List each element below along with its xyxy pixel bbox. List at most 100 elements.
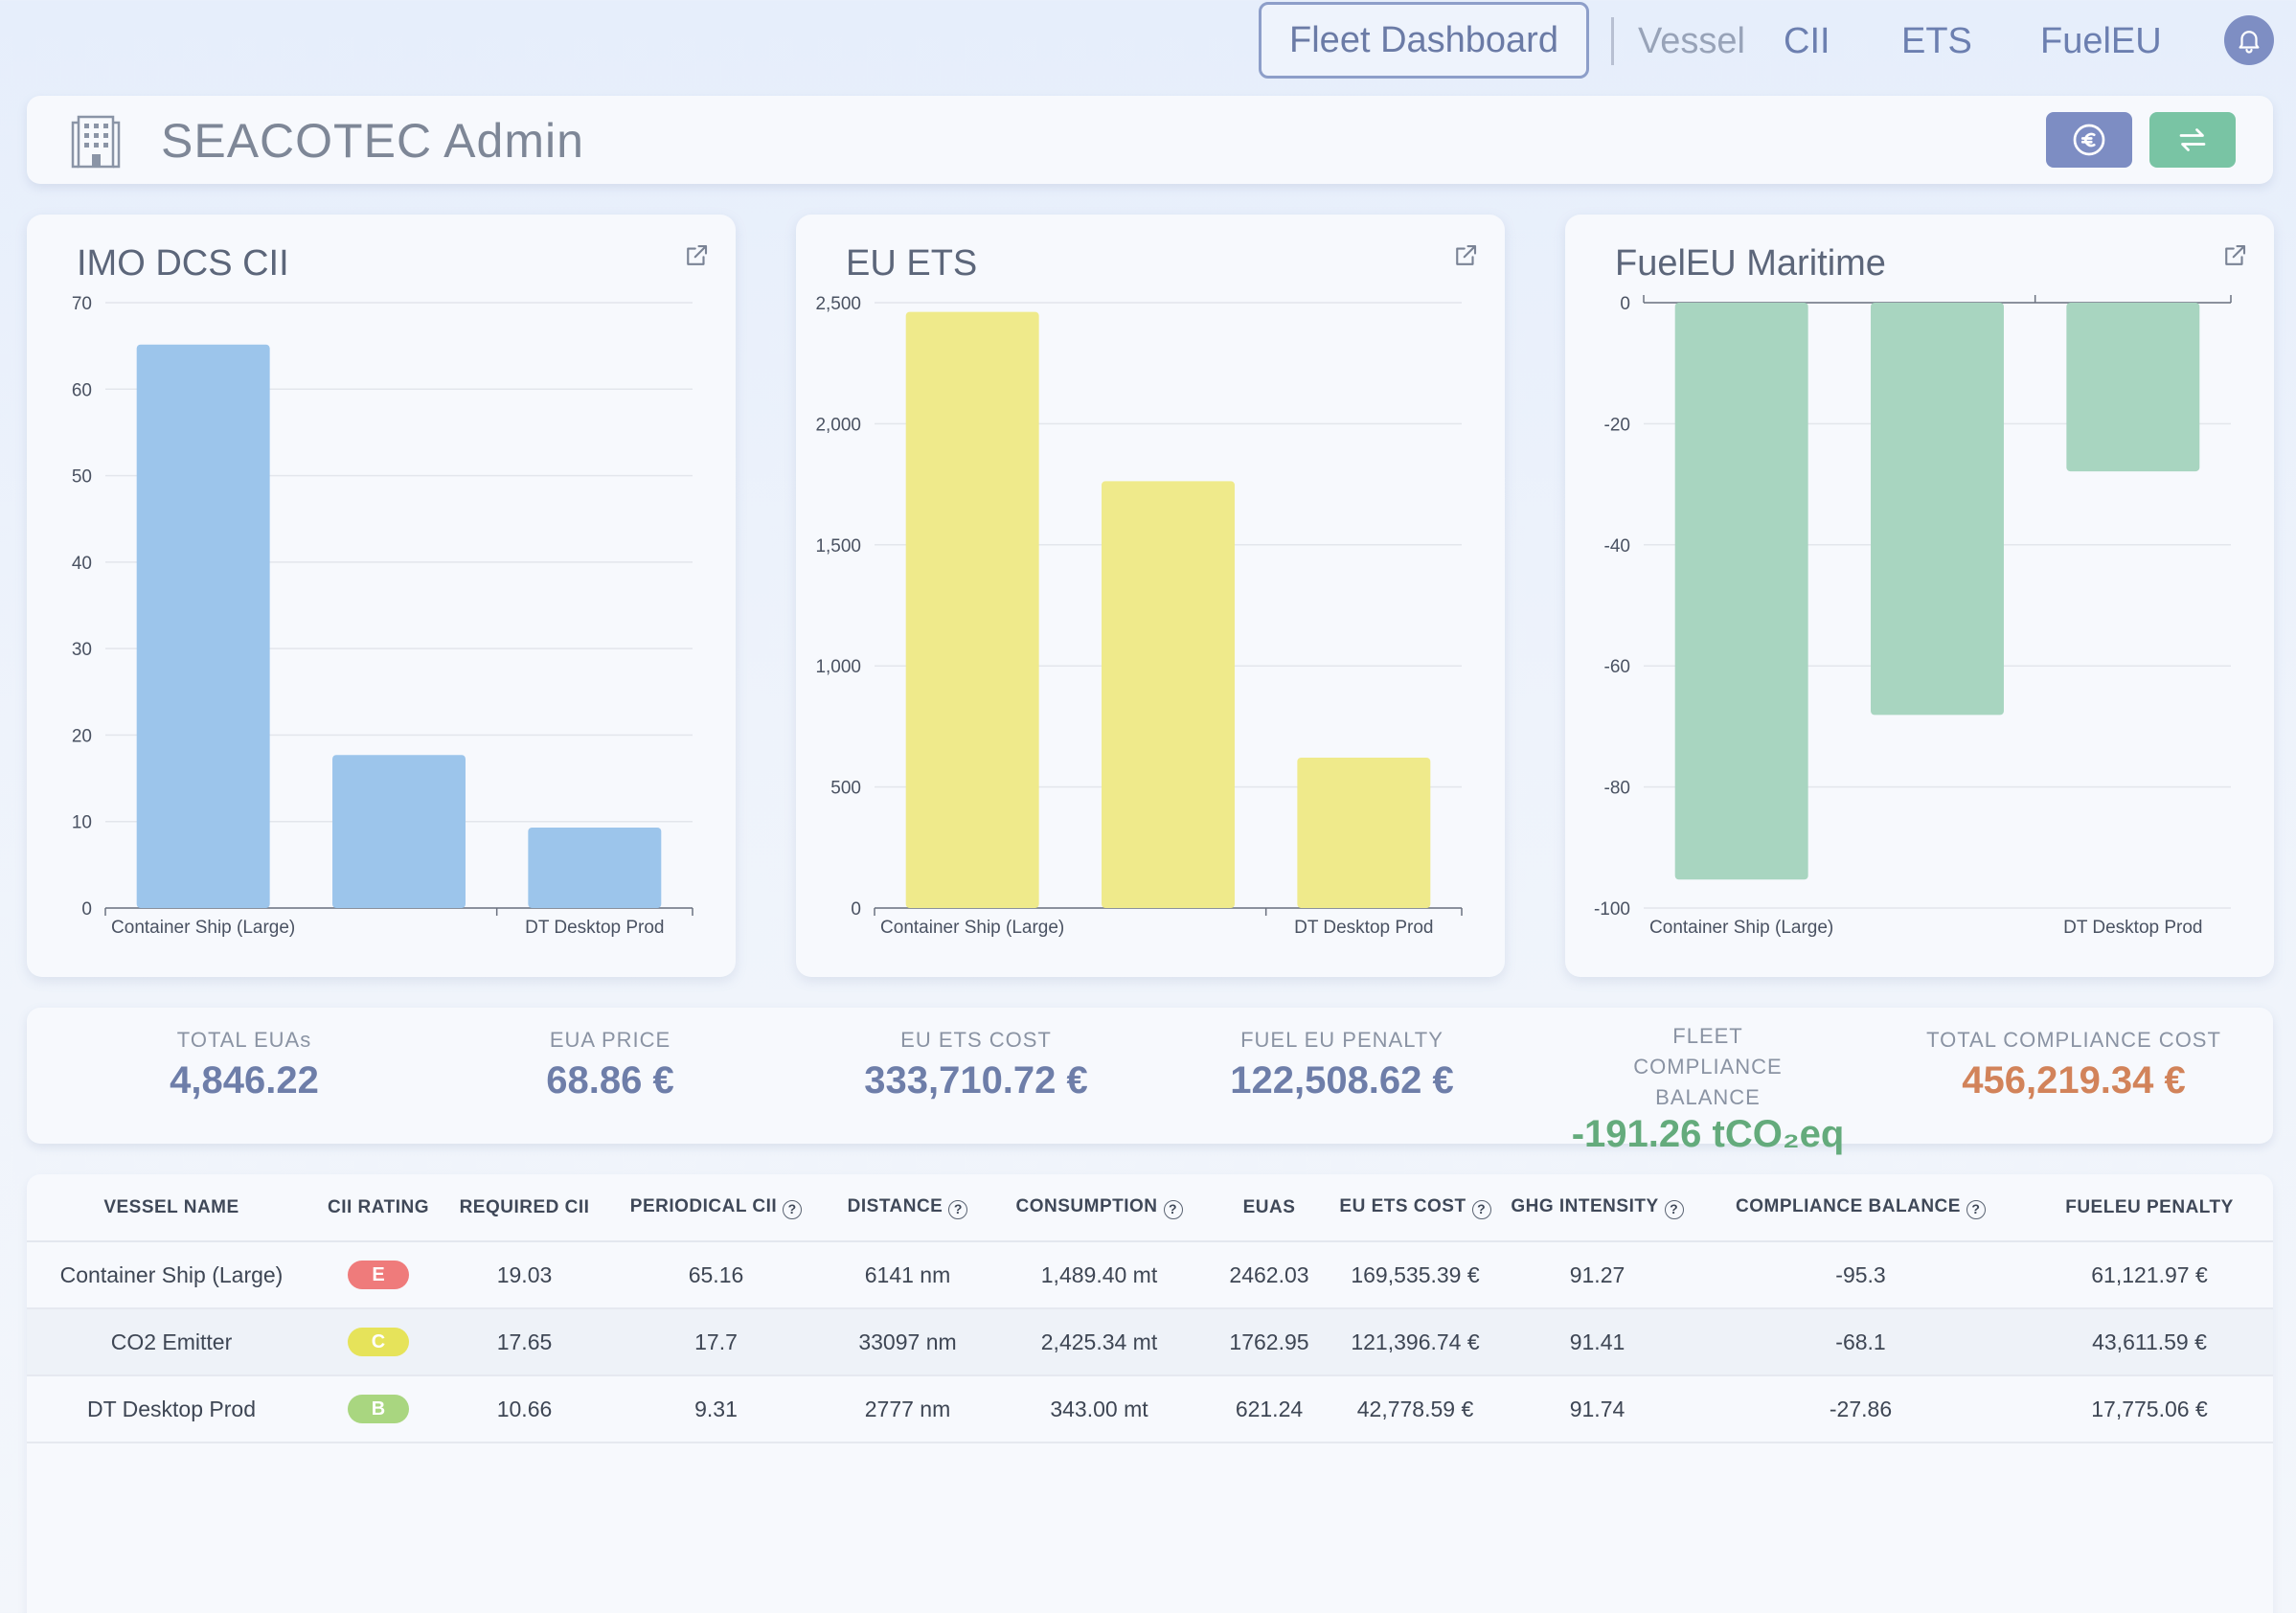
- bar[interactable]: [136, 344, 270, 908]
- x-category-label: DT Desktop Prod: [1294, 918, 1433, 938]
- column-header[interactable]: CII RATING: [316, 1174, 441, 1242]
- cell-vessel: CO2 Emitter: [27, 1308, 316, 1376]
- ets-chart-card: 0 500 1,000 1,500 2,000 2,500 Container Ship (…: [796, 215, 1505, 977]
- bar[interactable]: [1674, 303, 1808, 880]
- cell-rating: B: [316, 1375, 441, 1443]
- nav-ets-link[interactable]: ETS: [1901, 21, 1972, 61]
- table-body: Container Ship (Large) E 19.03 65.16 6141 nm…: [27, 1241, 2273, 1443]
- cii-bar-chart: 0 10 20 30 40 50 60 70 Container Ship (Large) DT …: [72, 294, 693, 938]
- swap-arrows-icon: [2179, 128, 2206, 151]
- cell-euas: 1762.95: [1207, 1308, 1331, 1376]
- column-header-label: GHG INTENSITY: [1511, 1195, 1659, 1216]
- currency-euro-button[interactable]: [2046, 112, 2132, 168]
- x-category-label: Container Ship (Large): [880, 918, 1064, 938]
- cell-ghg: 91.41: [1499, 1308, 1695, 1376]
- help-icon[interactable]: ?: [783, 1199, 803, 1219]
- y-tick-label: 2,500: [815, 294, 861, 314]
- fueleu-chart-card: -100 -80 -60 -40 -20 0 Container Ship (Large) D…: [1565, 215, 2274, 977]
- y-tick-label: 10: [72, 813, 92, 833]
- stat-fuel-eu-penalty: FUEL EU PENALTY 122,508.62 €: [1160, 1025, 1524, 1102]
- cell-penalty: 61,121.97 €: [2026, 1241, 2273, 1309]
- y-tick-label: 70: [72, 294, 92, 314]
- notifications-bell-icon[interactable]: [2224, 15, 2274, 65]
- column-header[interactable]: CONSUMPTION?: [991, 1174, 1207, 1242]
- y-tick-label: 40: [72, 554, 92, 574]
- help-icon[interactable]: ?: [1664, 1199, 1684, 1219]
- cell-periodical-cii: 9.31: [608, 1375, 824, 1443]
- ets-bar-chart: 0 500 1,000 1,500 2,000 2,500 Container Ship (…: [815, 294, 1463, 938]
- cii-chart-title: IMO DCS CII: [77, 243, 289, 284]
- column-header[interactable]: PERIODICAL CII?: [608, 1174, 824, 1242]
- cell-balance: -27.86: [1695, 1375, 2026, 1443]
- cii-chart-card: 0 10 20 30 40 50 60 70 Container Ship (Large) DT …: [27, 215, 736, 977]
- bar[interactable]: [905, 311, 1039, 908]
- building-icon: [69, 111, 125, 173]
- column-header[interactable]: EU ETS COST?: [1331, 1174, 1499, 1242]
- swap-button[interactable]: [2149, 112, 2236, 168]
- nav-fleet-dashboard-button[interactable]: Fleet Dashboard: [1259, 2, 1589, 79]
- stat-label: EU ETS COST: [900, 1028, 1052, 1052]
- cell-rating: C: [316, 1308, 441, 1376]
- bar[interactable]: [1297, 757, 1431, 908]
- open-external-icon[interactable]: [1451, 241, 1480, 275]
- y-tick-label: 1,500: [815, 536, 861, 557]
- help-icon[interactable]: ?: [948, 1199, 968, 1219]
- nav-cii-link[interactable]: CII: [1784, 21, 1830, 61]
- column-header[interactable]: VESSEL NAME: [27, 1174, 316, 1242]
- stat-value: 333,710.72 €: [864, 1059, 1088, 1102]
- open-external-icon[interactable]: [682, 241, 711, 275]
- y-tick-label: 0: [81, 899, 92, 920]
- stat-eua-price: EUA PRICE 68.86 €: [428, 1025, 792, 1102]
- table-row[interactable]: Container Ship (Large) E 19.03 65.16 6141 nm…: [27, 1241, 2273, 1309]
- vessel-table: VESSEL NAME CII RATING REQUIRED CII PERIODI…: [27, 1174, 2273, 1443]
- table-row[interactable]: DT Desktop Prod B 10.66 9.31 2777 nm 343.00 m…: [27, 1375, 2273, 1443]
- y-tick-label: 50: [72, 467, 92, 488]
- cell-required-cii: 10.66: [441, 1375, 608, 1443]
- y-tick-label: 20: [72, 726, 92, 746]
- column-header[interactable]: FUELEU PENALTY: [2026, 1174, 2273, 1242]
- cell-consumption: 343.00 mt: [991, 1375, 1207, 1443]
- column-header-label: DISTANCE: [847, 1195, 943, 1216]
- bar[interactable]: [1871, 303, 2004, 716]
- stat-value: 456,219.34 €: [1962, 1059, 2186, 1102]
- column-header-label: FUELEU PENALTY: [2065, 1196, 2234, 1217]
- cell-distance: 6141 nm: [824, 1241, 991, 1309]
- x-category-label: Container Ship (Large): [111, 918, 295, 938]
- cell-periodical-cii: 17.7: [608, 1308, 824, 1376]
- help-icon[interactable]: ?: [1471, 1199, 1491, 1219]
- open-external-icon[interactable]: [2220, 241, 2249, 275]
- cell-penalty: 17,775.06 €: [2026, 1375, 2273, 1443]
- bar[interactable]: [528, 827, 662, 908]
- y-tick-label: -100: [1594, 899, 1630, 920]
- stat-total-euas: TOTAL EUAs 4,846.22: [62, 1025, 426, 1102]
- company-header: SEACOTEC Admin: [27, 96, 2273, 184]
- y-tick-label: 0: [851, 899, 861, 920]
- bar[interactable]: [2066, 303, 2200, 472]
- euro-icon: [2073, 124, 2105, 156]
- nav-vessel-link[interactable]: Vessel: [1638, 21, 1745, 61]
- column-header[interactable]: COMPLIANCE BALANCE?: [1695, 1174, 2026, 1242]
- stat-value: 122,508.62 €: [1230, 1059, 1454, 1102]
- cell-euas: 2462.03: [1207, 1241, 1331, 1309]
- column-header[interactable]: EUAS: [1207, 1174, 1331, 1242]
- vessel-table-panel: VESSEL NAME CII RATING REQUIRED CII PERIODI…: [27, 1174, 2273, 1613]
- nav-fueleu-link[interactable]: FuelEU: [2040, 21, 2162, 61]
- stat-label: EUA PRICE: [549, 1028, 671, 1052]
- top-navigation: Fleet Dashboard Vessel CII ETS FuelEU: [0, 0, 2296, 84]
- y-tick-label: -20: [1604, 415, 1630, 435]
- y-tick-label: 2,000: [815, 415, 861, 435]
- cell-consumption: 1,489.40 mt: [991, 1241, 1207, 1309]
- summary-stats-bar: TOTAL EUAs 4,846.22 EUA PRICE 68.86 € EU…: [27, 1008, 2273, 1155]
- column-header[interactable]: GHG INTENSITY?: [1499, 1174, 1695, 1242]
- bar[interactable]: [1102, 481, 1235, 908]
- table-row[interactable]: CO2 Emitter C 17.65 17.7 33097 nm 2,425.34 mt…: [27, 1308, 2273, 1376]
- help-icon[interactable]: ?: [1966, 1199, 1986, 1219]
- y-tick-label: -60: [1604, 657, 1630, 677]
- column-header-label: REQUIRED CII: [459, 1196, 590, 1217]
- column-header[interactable]: REQUIRED CII: [441, 1174, 608, 1242]
- bar[interactable]: [332, 755, 466, 908]
- cell-ghg: 91.27: [1499, 1241, 1695, 1309]
- column-header[interactable]: DISTANCE?: [824, 1174, 991, 1242]
- help-icon[interactable]: ?: [1163, 1199, 1183, 1219]
- cii-rating-badge: C: [348, 1328, 409, 1356]
